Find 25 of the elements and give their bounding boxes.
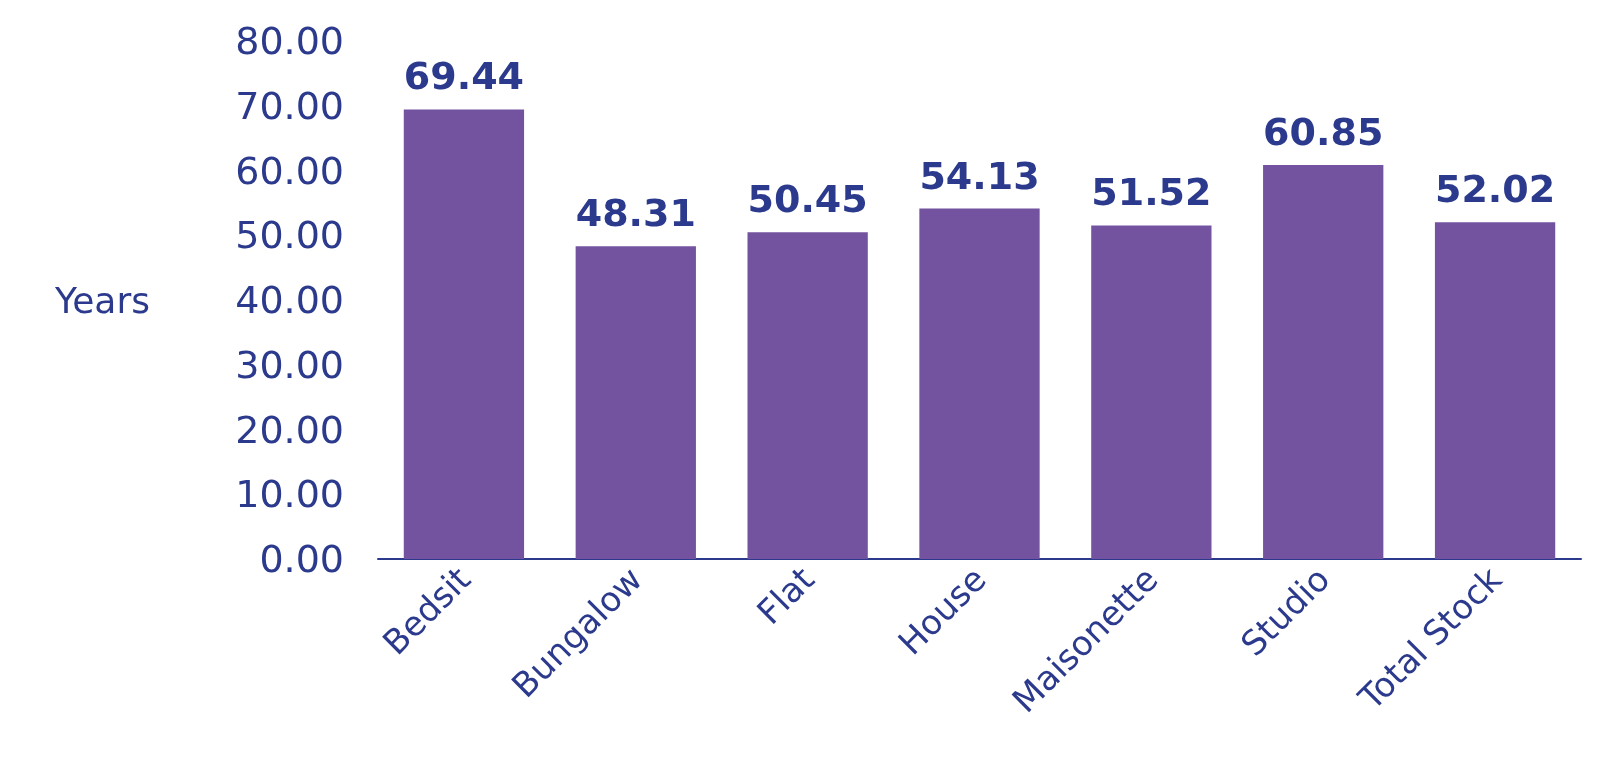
y-tick-label: 70.00 [235, 83, 344, 128]
bar [747, 232, 868, 559]
bar [919, 208, 1040, 559]
bar [403, 109, 525, 559]
y-tick-label: 40.00 [235, 278, 344, 322]
bar [575, 246, 696, 559]
data-label: 48.31 [575, 191, 696, 236]
bar [1434, 222, 1556, 559]
y-tick-label: 30.00 [235, 342, 344, 387]
data-label: 50.45 [747, 177, 868, 222]
y-tick-label: 60.00 [235, 148, 344, 193]
data-label: 52.02 [1434, 167, 1556, 212]
y-tick-label: 0.00 [259, 537, 344, 581]
data-label: 69.44 [403, 54, 525, 99]
data-label: 54.13 [919, 153, 1040, 198]
y-axis-title: Years [54, 279, 150, 321]
bar [1091, 225, 1212, 559]
bar [1263, 165, 1384, 559]
y-tick-label: 80.00 [235, 19, 344, 63]
y-tick-label: 20.00 [235, 407, 344, 452]
y-tick-label: 10.00 [235, 472, 344, 517]
data-label: 60.85 [1263, 110, 1384, 154]
y-tick-label: 50.00 [235, 213, 344, 258]
data-label: 51.52 [1091, 170, 1212, 215]
x-tick-label: Flat [748, 558, 822, 632]
